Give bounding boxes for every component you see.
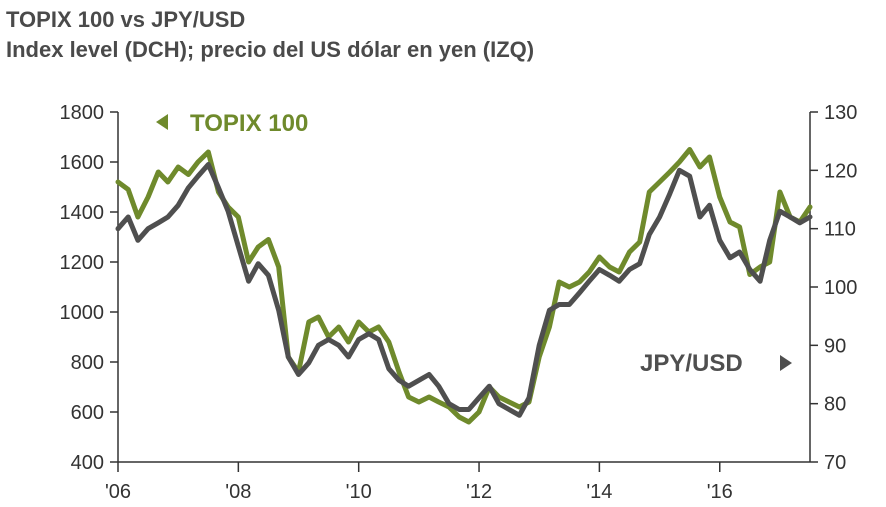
x-tick-label: '16 [707, 481, 733, 503]
series-lines [115, 147, 813, 425]
left-tick-label: 600 [71, 402, 104, 424]
legend-group: TOPIX 100 JPY/USD [156, 110, 792, 377]
right-arrow-icon [780, 355, 792, 371]
right-tick-label: 110 [824, 219, 856, 241]
right-tick-label: 70 [824, 452, 846, 474]
series-line-topix-100 [115, 147, 813, 425]
chart-subtitle: Index level (DCH); precio del US dólar e… [6, 37, 535, 62]
left-tick-label: 400 [71, 452, 104, 474]
legend-label-jpy: JPY/USD [640, 350, 743, 377]
left-tick-label: 1200 [60, 252, 105, 274]
right-tick-label: 100 [824, 277, 857, 299]
axes-group: 400 600 800 1000 1200 1400 1600 1800 70 80 90 100 11… [60, 102, 858, 503]
left-arrow-icon [156, 114, 168, 130]
x-tick-label: '06 [105, 481, 131, 503]
legend-label-topix: TOPIX 100 [190, 110, 308, 137]
right-tick-label: 120 [824, 160, 857, 182]
right-tick-label: 90 [824, 335, 846, 357]
x-tick-label: '08 [225, 481, 251, 503]
x-tick-label: '14 [586, 481, 612, 503]
chart-title: TOPIX 100 vs JPY/USD [6, 7, 246, 32]
x-tick-label: '10 [346, 481, 372, 503]
left-tick-label: 1800 [60, 102, 105, 124]
left-tick-label: 1000 [60, 302, 105, 324]
series-line-jpy-usd [115, 162, 813, 418]
x-tick-label: '12 [466, 481, 492, 503]
left-tick-label: 1600 [60, 152, 105, 174]
left-tick-label: 1400 [60, 202, 105, 224]
right-tick-label: 80 [824, 394, 846, 416]
left-tick-label: 800 [71, 352, 104, 374]
right-tick-label: 130 [824, 102, 857, 124]
